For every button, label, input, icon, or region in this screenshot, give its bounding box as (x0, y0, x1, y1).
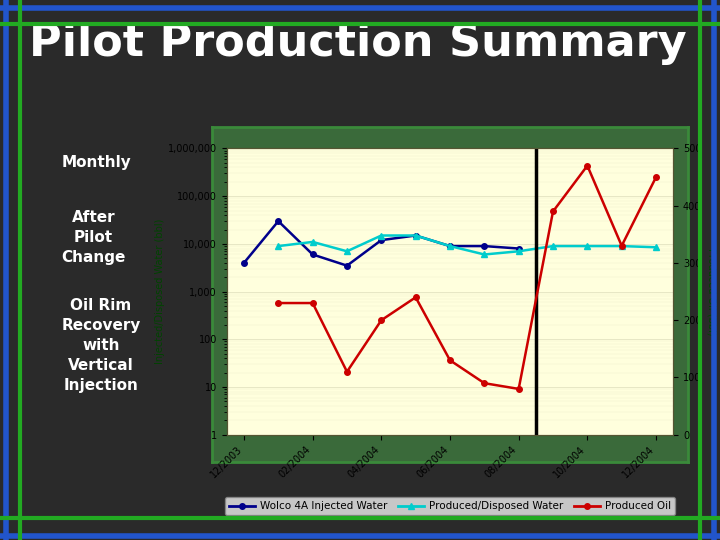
Text: Pilot Production Summary: Pilot Production Summary (29, 22, 686, 65)
Legend: Wolco 4A Injected Water, Produced/Disposed Water, Produced Oil: Wolco 4A Injected Water, Produced/Dispos… (225, 497, 675, 515)
Text: Monthly: Monthly (61, 154, 131, 170)
Text: Oil Rim
Recovery
with
Vertical
Injection: Oil Rim Recovery with Vertical Injection (61, 299, 140, 393)
Text: After
Pilot
Change: After Pilot Change (61, 210, 125, 265)
Y-axis label: Injected/Disposed Water (bbl): Injected/Disposed Water (bbl) (156, 219, 165, 364)
Y-axis label: Produced Oil (bbl): Produced Oil (bbl) (707, 248, 717, 335)
